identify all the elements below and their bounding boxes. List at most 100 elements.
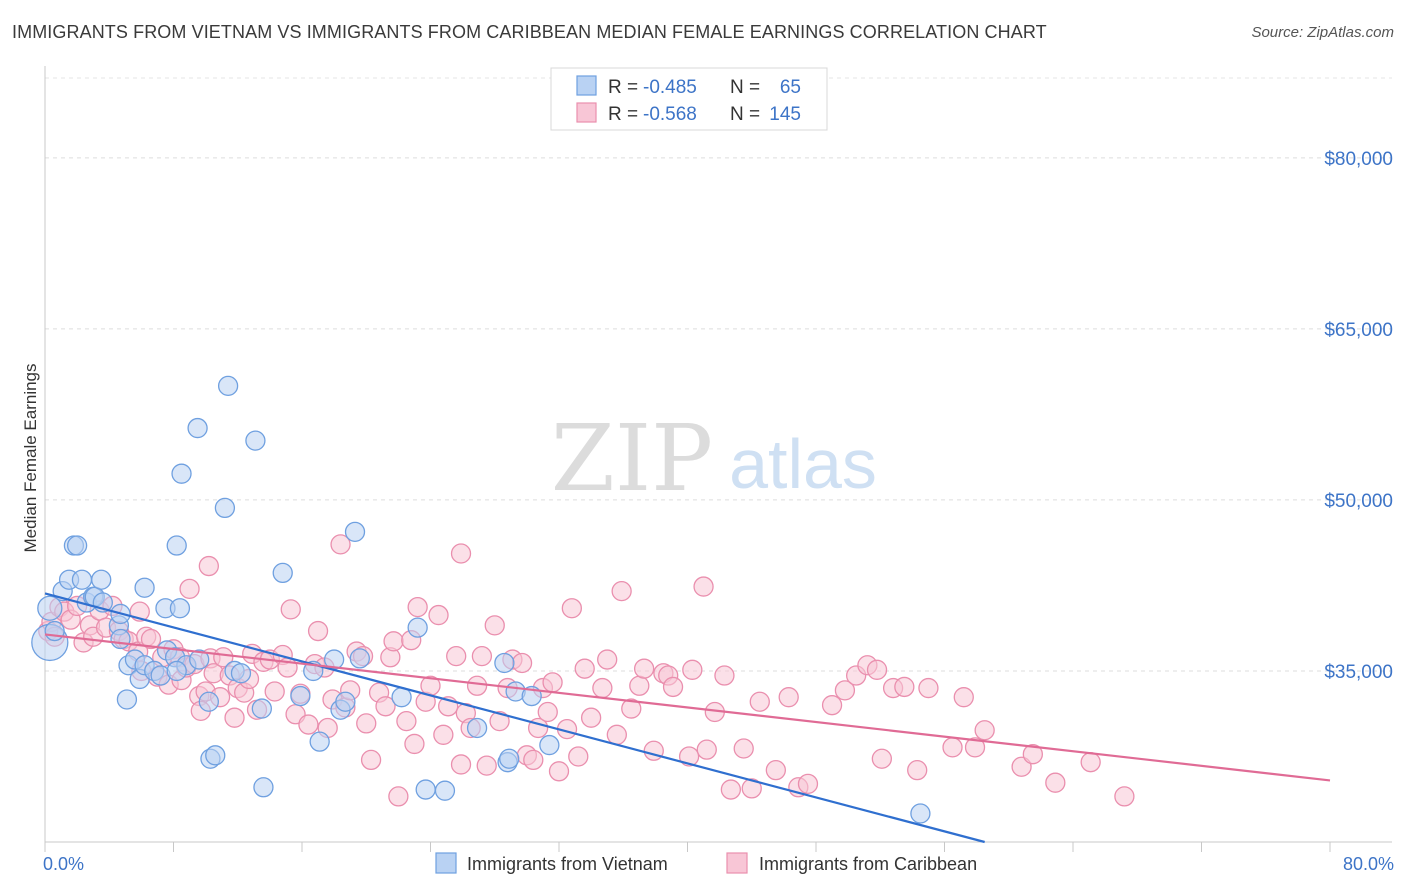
point-caribbean-85 xyxy=(471,645,493,667)
point-vietnam-51 xyxy=(344,521,366,542)
point-caribbean-28 xyxy=(179,578,200,600)
axis-layer: $35,000 $50,000 $65,000 $80,000 xyxy=(44,66,1393,852)
point-caribbean-143 xyxy=(1022,744,1043,765)
point-vietnam-21 xyxy=(134,577,155,598)
point-vietnam-60 xyxy=(499,748,520,769)
point-caribbean-20 xyxy=(140,628,162,650)
legend-bottom-label-caribbean: Immigrants from Caribbean xyxy=(759,854,977,874)
chart-source: Source: ZipAtlas.com xyxy=(1251,24,1394,41)
point-caribbean-129 xyxy=(834,680,856,701)
point-vietnam-55 xyxy=(415,779,436,800)
point-caribbean-137 xyxy=(918,677,939,699)
point-vietnam-40 xyxy=(230,663,252,684)
watermark-atlas: atlas xyxy=(729,425,877,503)
point-vietnam-47 xyxy=(309,731,330,752)
legend-bottom-label-vietnam: Immigrants from Vietnam xyxy=(467,854,668,874)
point-caribbean-53 xyxy=(298,714,319,735)
point-vietnam-27 xyxy=(169,598,191,619)
point-vietnam-6 xyxy=(66,535,88,556)
point-caribbean-141 xyxy=(974,720,995,741)
point-caribbean-105 xyxy=(597,649,618,670)
point-caribbean-102 xyxy=(574,658,595,679)
point-caribbean-47 xyxy=(264,681,285,702)
point-caribbean-145 xyxy=(1080,752,1101,773)
point-caribbean-86 xyxy=(476,755,497,776)
point-caribbean-148 xyxy=(693,576,714,597)
x-tick-label-max: 80.0% xyxy=(1343,854,1394,874)
point-vietnam-7 xyxy=(71,569,93,590)
point-caribbean-100 xyxy=(561,598,582,619)
point-caribbean-98 xyxy=(548,761,570,782)
y-axis-label: Median Female Earnings xyxy=(21,364,40,553)
point-vietnam-34 xyxy=(198,691,219,712)
point-vietnam-36 xyxy=(205,745,226,766)
x-tick-label-min: 0.0% xyxy=(43,854,84,874)
point-vietnam-33 xyxy=(189,649,210,670)
stats-legend: R = -0.485 N = 65 R = -0.568 N = 145 xyxy=(550,67,828,131)
point-caribbean-81 xyxy=(450,754,472,775)
point-caribbean-74 xyxy=(407,596,428,618)
point-caribbean-116 xyxy=(682,659,703,680)
point-caribbean-139 xyxy=(953,687,974,708)
point-caribbean-80 xyxy=(446,645,467,667)
point-caribbean-109 xyxy=(629,675,650,696)
point-vietnam-37 xyxy=(214,497,236,519)
point-caribbean-37 xyxy=(213,647,234,668)
point-vietnam-43 xyxy=(253,777,274,798)
series-legend: Immigrants from Vietnam Immigrants from … xyxy=(435,852,977,874)
point-caribbean-123 xyxy=(749,691,770,712)
legend-bottom-swatch-vietnam xyxy=(435,852,457,874)
point-caribbean-50 xyxy=(280,599,301,620)
point-caribbean-121 xyxy=(733,738,754,759)
point-vietnam-32 xyxy=(187,417,208,439)
point-vietnam-42 xyxy=(251,698,272,719)
trend-layer xyxy=(44,592,1331,844)
point-caribbean-144 xyxy=(1045,772,1066,793)
point-caribbean-133 xyxy=(871,748,893,769)
point-caribbean-77 xyxy=(428,604,449,626)
point-vietnam-58 xyxy=(494,652,515,674)
legend-n-label-vietnam: N = xyxy=(730,77,760,98)
point-vietnam-30 xyxy=(166,535,187,556)
legend-r-label-caribbean: R = xyxy=(608,104,638,125)
point-caribbean-108 xyxy=(621,698,642,719)
point-vietnam-57 xyxy=(466,717,488,739)
point-vietnam-31 xyxy=(171,463,192,484)
point-caribbean-110 xyxy=(633,658,655,679)
point-caribbean-91 xyxy=(511,652,533,674)
point-vietnam-64 xyxy=(910,803,931,824)
point-caribbean-59 xyxy=(330,534,351,555)
point-caribbean-135 xyxy=(894,676,915,698)
point-caribbean-107 xyxy=(611,580,632,602)
point-caribbean-140 xyxy=(964,737,986,758)
point-vietnam-11 xyxy=(91,569,112,590)
point-vietnam-52 xyxy=(349,648,370,669)
point-caribbean-128 xyxy=(821,695,843,716)
legend-r-value-caribbean: -0.568 xyxy=(643,104,697,125)
point-caribbean-111 xyxy=(643,740,664,761)
point-caribbean-119 xyxy=(714,665,735,686)
point-vietnam-2 xyxy=(44,620,65,642)
y-tick-label-2: $65,000 xyxy=(1324,320,1393,341)
y-tick-label-3: $80,000 xyxy=(1324,149,1393,170)
legend-r-label-vietnam: R = xyxy=(608,77,638,98)
point-caribbean-93 xyxy=(523,749,544,771)
point-caribbean-146 xyxy=(1114,786,1135,807)
point-vietnam-41 xyxy=(245,430,266,451)
point-caribbean-132 xyxy=(866,659,888,680)
point-vietnam-29 xyxy=(166,660,187,682)
chart-title: IMMIGRANTS FROM VIETNAM VS IMMIGRANTS FR… xyxy=(12,22,1047,42)
legend-swatch-vietnam xyxy=(576,75,597,96)
point-caribbean-70 xyxy=(388,786,409,807)
point-vietnam-56 xyxy=(434,780,456,801)
point-caribbean-39 xyxy=(224,707,245,728)
point-caribbean-125 xyxy=(778,687,799,708)
point-vietnam-54 xyxy=(407,617,428,638)
point-caribbean-127 xyxy=(797,773,819,794)
point-caribbean-97 xyxy=(542,672,563,693)
trend-line-vietnam xyxy=(44,592,985,844)
point-caribbean-64 xyxy=(356,713,377,734)
point-caribbean-101 xyxy=(568,746,589,767)
point-caribbean-88 xyxy=(489,710,510,732)
